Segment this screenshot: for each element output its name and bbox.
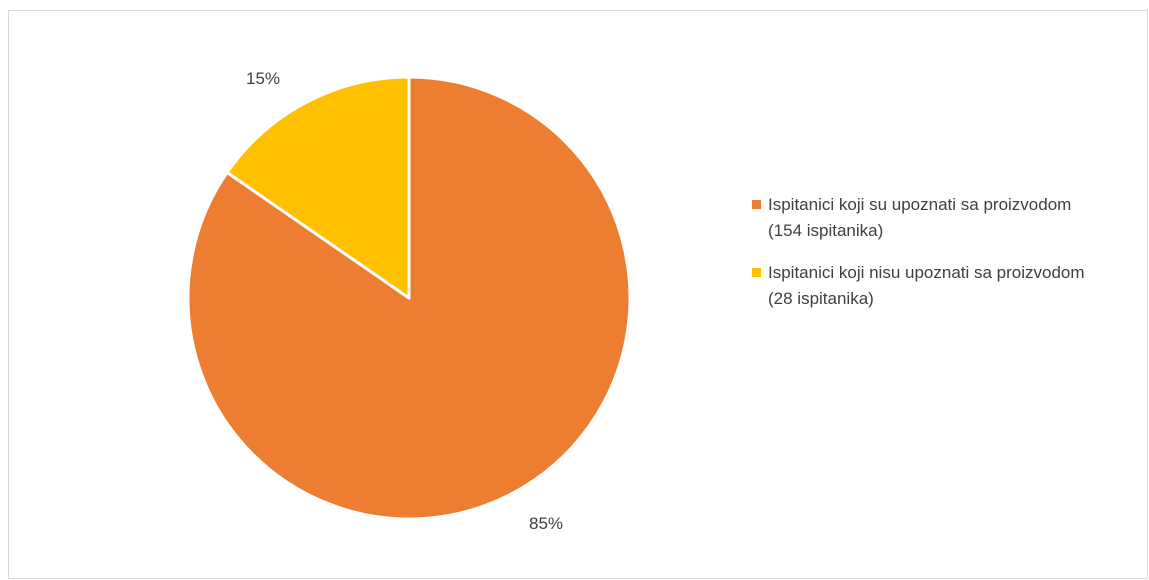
legend-item-not-aware: Ispitanici koji nisu upoznati sa proizvo…: [752, 260, 1092, 312]
data-label-slice-0: 85%: [529, 514, 564, 533]
legend: Ispitanici koji su upoznati sa proizvodo…: [752, 192, 1092, 328]
data-label-slice-1: 15%: [246, 69, 281, 88]
legend-label-aware: Ispitanici koji su upoznati sa proizvodo…: [768, 195, 1072, 240]
legend-item-aware: Ispitanici koji su upoznati sa proizvodo…: [752, 192, 1092, 244]
legend-swatch-aware: [752, 200, 761, 209]
pie-slice-not-aware: [225, 75, 411, 300]
legend-swatch-not-aware: [752, 268, 761, 277]
legend-label-not-aware: Ispitanici koji nisu upoznati sa proizvo…: [768, 263, 1085, 308]
